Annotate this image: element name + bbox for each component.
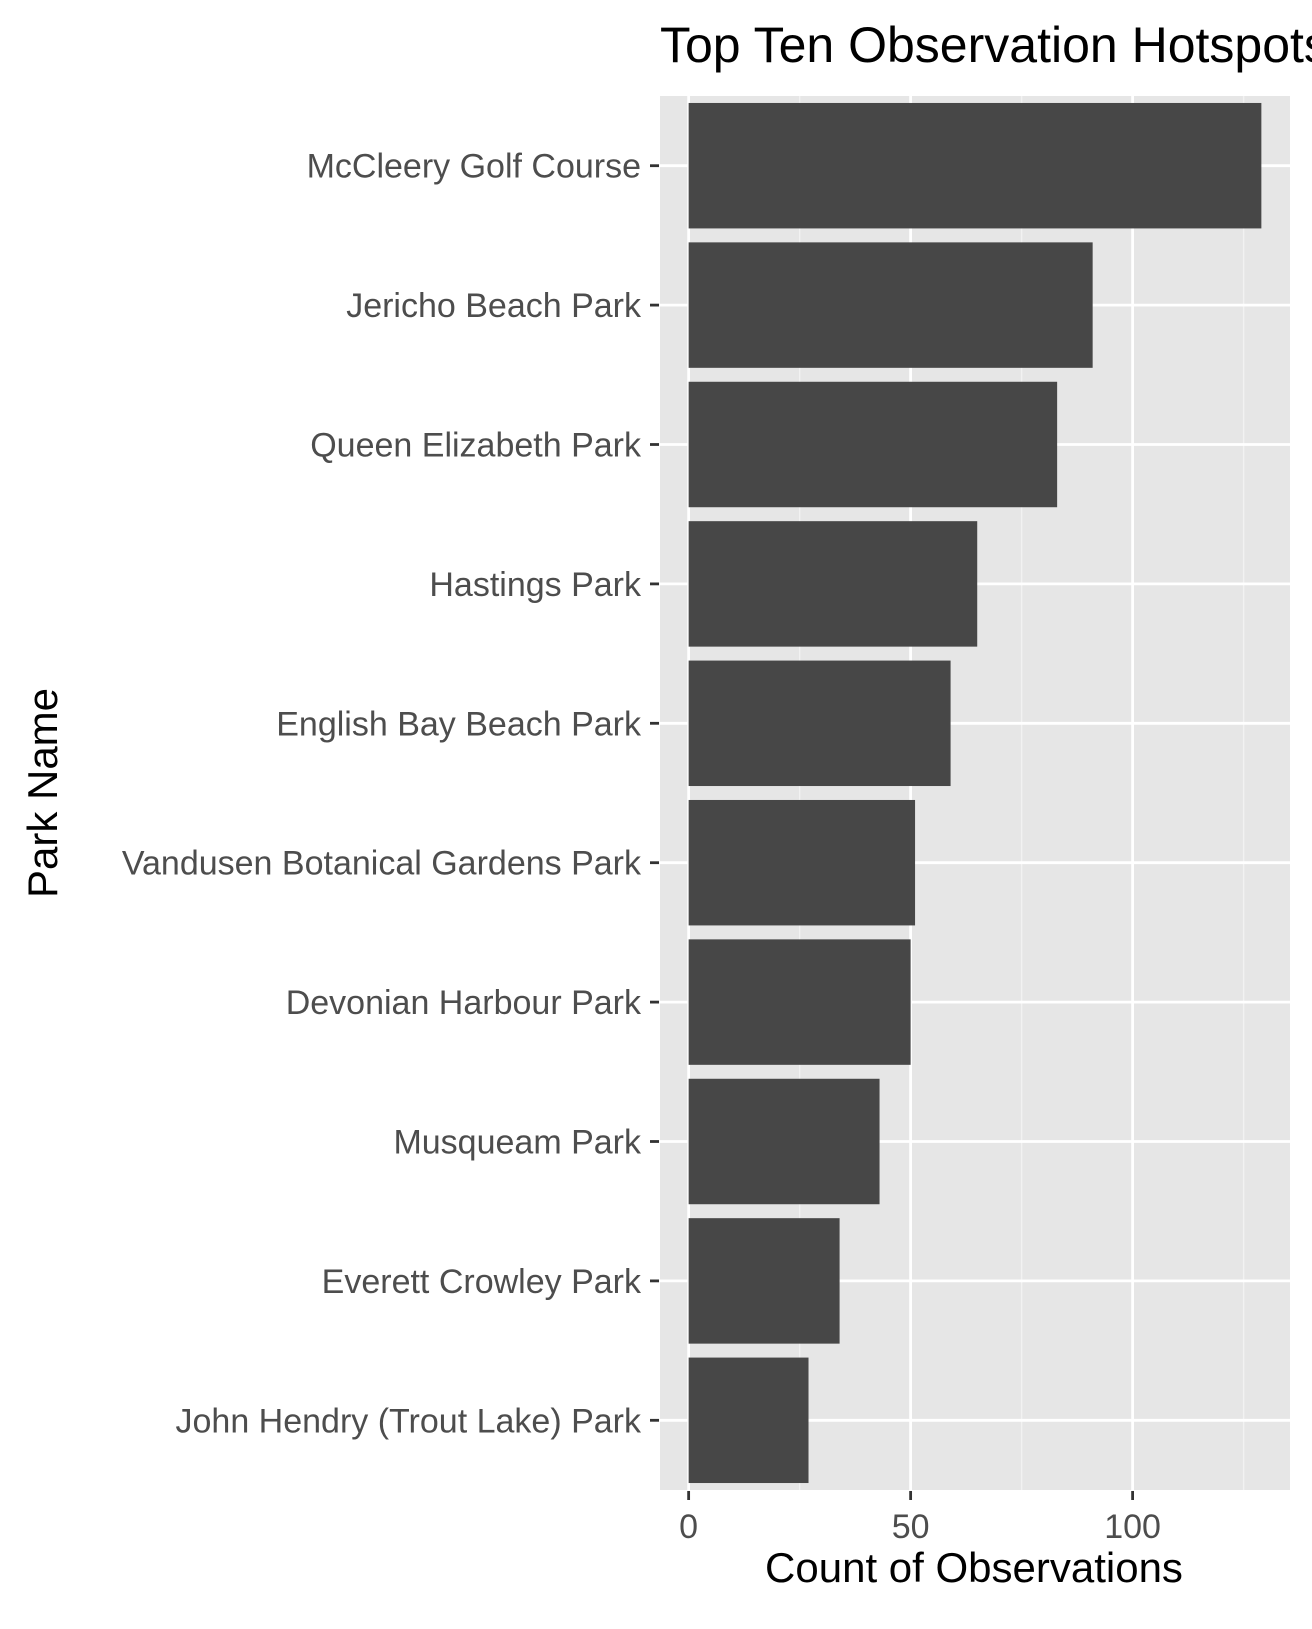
chart-title: Top Ten Observation Hotspots: [660, 17, 1312, 73]
y-tick-label: Everett Crowley Park: [322, 1263, 642, 1301]
y-tick-label: John Hendry (Trout Lake) Park: [176, 1402, 642, 1440]
bar: [688, 381, 1058, 508]
bar: [688, 102, 1262, 229]
bar: [688, 1078, 880, 1205]
y-tick-label: Jericho Beach Park: [346, 287, 642, 325]
bar: [688, 242, 1093, 368]
bar: [688, 1357, 809, 1484]
y-tick-label: English Bay Beach Park: [276, 705, 642, 743]
x-tick-label: 0: [679, 1508, 698, 1546]
y-tick-label: McCleery Golf Course: [307, 148, 641, 186]
y-tick-label: Devonian Harbour Park: [286, 984, 642, 1022]
bar: [688, 1218, 840, 1344]
x-tick-label: 50: [892, 1508, 930, 1546]
bar: [688, 799, 916, 926]
y-tick-label: Queen Elizabeth Park: [310, 427, 642, 465]
bar: [688, 939, 911, 1065]
bars: [688, 102, 1262, 1484]
x-tick-label: 100: [1104, 1508, 1161, 1546]
y-axis: McCleery Golf Course Jericho Beach Park Qu…: [122, 148, 659, 1440]
x-axis: 0 50 100: [679, 1491, 1161, 1546]
x-axis-title: Count of Observations: [765, 1544, 1183, 1591]
y-tick-label: Musqueam Park: [393, 1124, 642, 1162]
y-tick-label: Vandusen Botanical Gardens Park: [122, 845, 642, 883]
y-axis-title: Park Name: [19, 688, 66, 898]
bar: [688, 660, 951, 787]
bar: [688, 521, 978, 647]
y-tick-label: Hastings Park: [429, 566, 642, 604]
